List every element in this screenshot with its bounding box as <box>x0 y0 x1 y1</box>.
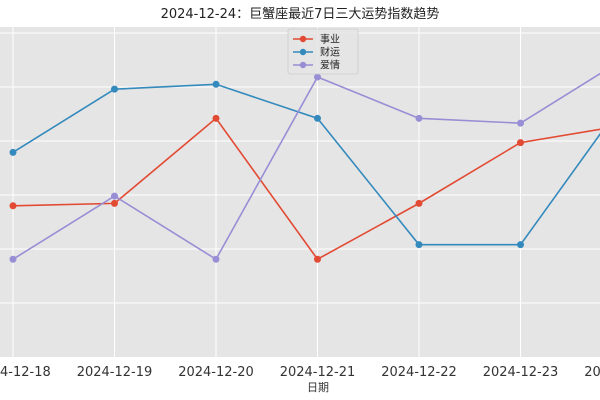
data-point <box>9 202 17 210</box>
data-point <box>415 241 423 249</box>
data-point <box>517 139 524 147</box>
data-point <box>314 73 321 81</box>
data-point <box>517 241 524 249</box>
data-point <box>517 119 524 127</box>
plot-background <box>0 27 600 357</box>
x-tick-label: 2024-12-20 <box>178 365 254 380</box>
legend-label: 财运 <box>320 46 340 59</box>
series-事业 <box>9 114 600 263</box>
x-tick-label: 2024-12-19 <box>77 365 153 380</box>
data-point <box>212 255 220 263</box>
data-point <box>111 85 118 93</box>
x-axis-label: 日期 <box>307 381 329 394</box>
data-point <box>212 114 220 122</box>
x-tick-label: 2024-12-21 <box>280 365 356 380</box>
legend-marker <box>299 48 307 56</box>
chart-title: 2024-12-24：巨蟹座最近7日三大运势指数趋势 <box>161 6 440 22</box>
x-ticks: 2024-12-18 2024-12-19 2024-12-20 2024-12-21… <box>0 365 600 380</box>
legend-label: 爱情 <box>320 59 340 72</box>
data-point <box>111 199 118 207</box>
data-point <box>415 114 423 122</box>
x-tick-label: 2024-12-18 <box>0 365 51 380</box>
data-point <box>212 80 220 88</box>
data-point <box>9 148 17 156</box>
data-point <box>9 255 17 263</box>
x-tick-label: 2024-12-24 <box>584 365 600 380</box>
data-point <box>314 114 321 122</box>
data-point <box>415 199 423 207</box>
legend-label: 事业 <box>320 33 340 46</box>
legend-marker <box>299 35 307 43</box>
series-layer <box>9 72 600 263</box>
legend-marker <box>299 61 307 69</box>
data-point <box>111 192 118 200</box>
series-财运 <box>9 80 600 249</box>
x-tick-label: 2024-12-23 <box>483 365 559 380</box>
x-tick-label: 2024-12-22 <box>381 365 457 380</box>
series-爱情 <box>9 72 600 263</box>
data-point <box>314 255 321 263</box>
